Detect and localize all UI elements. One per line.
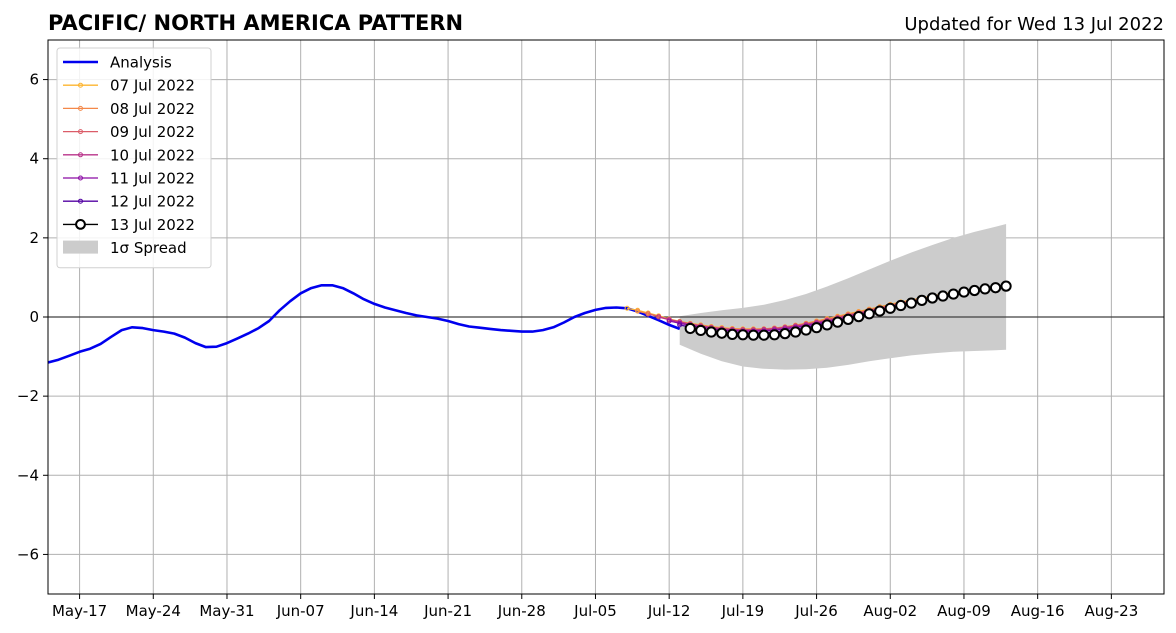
forecast-point [832, 316, 844, 328]
legend-label: 10 Jul 2022 [110, 146, 195, 164]
forecast-point [726, 328, 738, 341]
legend-swatch [63, 240, 98, 254]
legend-entry-4: 09 Jul 2022 [63, 123, 195, 141]
forecast-point [716, 327, 728, 339]
y-tick-label: 6 [29, 71, 39, 89]
y-tick-label: −6 [17, 545, 39, 563]
legend-label: 1σ Spread [110, 239, 187, 257]
forecast-point [635, 308, 641, 314]
chart-subtitle: Updated for Wed 13 Jul 2022 [904, 14, 1164, 35]
legend-marker [78, 175, 83, 181]
x-tick-label: Jul-12 [647, 602, 691, 620]
forecast-series-7 [684, 280, 1012, 341]
x-tick-label: Jun-07 [276, 602, 325, 620]
x-tick-label: Jul-26 [794, 602, 838, 620]
forecast-point [695, 324, 707, 337]
forecast-point [968, 284, 981, 297]
legend: Analysis 07 Jul 2022 08 Jul 2022 09 Jul 202… [56, 47, 212, 269]
forecast-point [737, 329, 749, 341]
legend-label: Analysis [110, 54, 172, 72]
x-tick-label: Aug-02 [863, 602, 917, 620]
x-tick-label: Jun-28 [497, 602, 546, 620]
legend-label: 09 Jul 2022 [110, 123, 195, 141]
x-tick-label: Aug-23 [1084, 602, 1138, 620]
forecast-point [645, 311, 651, 317]
forecast-point [789, 326, 802, 338]
legend-entry-5: 10 Jul 2022 [63, 146, 195, 164]
x-axis-ticks: May-17 May-24 May-31 Jun-07 Jun-14 Jun-21 Jun-… [52, 594, 1138, 620]
forecast-point [747, 329, 759, 341]
analysis-line [48, 283, 681, 364]
forecast-point [884, 302, 896, 314]
legend-label: 07 Jul 2022 [110, 77, 195, 95]
forecast-point [958, 286, 970, 298]
forecast-point [1000, 280, 1012, 292]
legend-entry-8: 13 Jul 2022 [63, 216, 195, 234]
y-tick-label: 2 [29, 229, 39, 247]
forecast-point [758, 329, 770, 341]
plot-area [47, 39, 1165, 595]
forecast-point [937, 290, 949, 302]
legend-marker [75, 219, 86, 230]
forecast-point [874, 305, 886, 317]
forecast-point [656, 314, 662, 320]
legend-label: 08 Jul 2022 [110, 100, 195, 118]
legend-label: 12 Jul 2022 [110, 193, 195, 211]
forecast-point [842, 313, 854, 325]
x-tick-label: May-24 [126, 602, 181, 620]
y-axis-ticks: 6 4 2 0 −2 −4 −6 [17, 71, 48, 563]
y-tick-label: −4 [17, 466, 39, 484]
legend-marker [78, 198, 83, 204]
forecast-point [768, 329, 781, 341]
forecast-point [624, 305, 630, 311]
y-tick-label: 0 [29, 308, 39, 326]
forecast-point [916, 294, 928, 306]
x-tick-label: May-17 [52, 602, 107, 620]
series-layer [48, 224, 1164, 370]
legend-entry-9: 1σ Spread [63, 239, 187, 257]
x-tick-label: Jun-21 [423, 602, 472, 620]
forecast-point [684, 322, 696, 335]
forecast-point [779, 328, 791, 340]
x-tick-label: Aug-09 [937, 602, 991, 620]
forecast-point [800, 324, 812, 336]
legend-box [56, 47, 212, 269]
x-tick-label: Jul-19 [721, 602, 765, 620]
legend-entry-3: 08 Jul 2022 [63, 100, 195, 118]
forecast-point [666, 318, 672, 324]
forecast-point [810, 322, 823, 334]
forecast-point [821, 319, 833, 331]
x-tick-label: May-31 [199, 602, 254, 620]
forecast-point [979, 283, 991, 295]
forecast-point [895, 299, 907, 312]
legend-marker [78, 129, 83, 135]
forecast-point [926, 292, 938, 304]
legend-entry-7: 12 Jul 2022 [63, 193, 195, 211]
forecast-point [905, 297, 917, 309]
legend-entry-6: 11 Jul 2022 [63, 170, 195, 188]
legend-entry-1: Analysis [63, 54, 172, 72]
legend-marker [78, 105, 83, 111]
legend-label: 11 Jul 2022 [110, 170, 195, 188]
x-tick-label: Aug-16 [1011, 602, 1065, 620]
x-tick-label: Jul-05 [573, 602, 617, 620]
legend-marker [78, 82, 83, 88]
x-tick-label: Jun-14 [349, 602, 398, 620]
legend-label: 13 Jul 2022 [110, 216, 195, 234]
legend-entry-2: 07 Jul 2022 [63, 77, 195, 95]
chart-title: PACIFIC/ NORTH AMERICA PATTERN [48, 11, 463, 35]
forecast-point [677, 322, 683, 328]
legend-marker [78, 152, 83, 158]
forecast-point [989, 282, 1002, 294]
forecast-point [853, 311, 865, 323]
forecast-point [705, 326, 717, 338]
forecast-point [947, 288, 960, 300]
y-tick-label: 4 [29, 150, 39, 168]
forecast-point [863, 308, 875, 320]
y-tick-label: −2 [17, 387, 39, 405]
